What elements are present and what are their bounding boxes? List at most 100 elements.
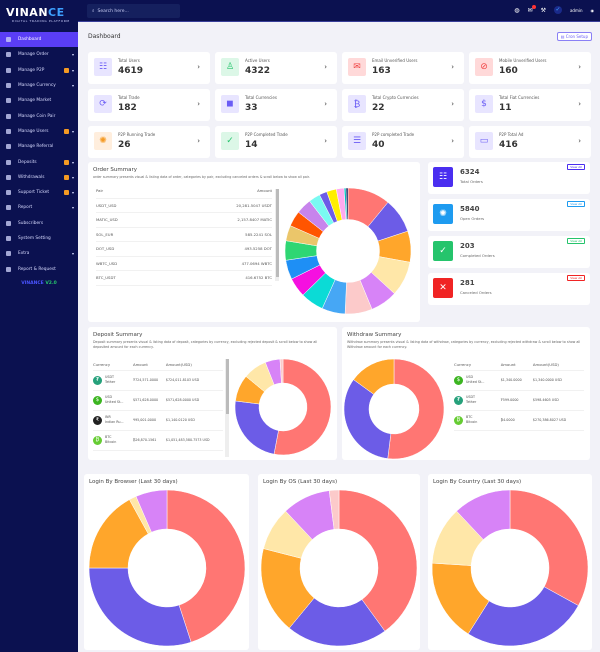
menu-icon [6,83,11,89]
sidebar-item-label: Deposits [18,159,37,165]
chevron-right-icon[interactable]: › [197,100,200,108]
spinner-icon: ✺ [433,204,453,224]
currency-name: Tether [466,400,477,404]
chevron-right-icon[interactable]: › [324,137,327,145]
sidebar-item-manage-coin-pair[interactable]: Manage Coin Pair [0,108,78,123]
order-count: 281 [460,279,475,287]
logo[interactable]: VINANCE DIGITAL TRADING PLATFORM [0,0,78,28]
stat-card[interactable]: ✉ Email Unverified Users 163 › [342,52,464,84]
page-title: Dashboard [88,33,121,40]
chevron-down-icon: ▾ [71,251,74,257]
browser-slice[interactable] [88,567,192,647]
sidebar-item-subscribers[interactable]: Subscribers [0,216,78,231]
username[interactable]: admin [569,7,583,13]
dollar-icon: $ [93,395,102,405]
os-slice[interactable] [328,489,340,530]
globe-icon[interactable]: ◍ [514,6,520,14]
amount-cell: $571,628.0000 [132,390,166,411]
sidebar-item-manage-order[interactable]: Manage Order ▾ [0,47,78,62]
browser-slice[interactable] [135,489,168,533]
chevron-right-icon[interactable]: › [324,63,327,71]
chevron-right-icon[interactable]: › [451,100,454,108]
stat-label: P2P Running Trade [118,132,156,137]
sidebar-item-report[interactable]: Report ▾ [0,200,78,215]
chevron-right-icon[interactable]: › [578,63,581,71]
amount-usd-cell: $1,140.0120 USD [165,410,223,431]
os-slice[interactable] [338,489,418,632]
sidebar-item-withdrawals[interactable]: Withdrawals ▾ [0,170,78,185]
withdraw-slice[interactable] [387,358,445,460]
chevron-right-icon[interactable]: › [578,100,581,108]
country-donut-chart [431,489,589,647]
amount-usd-cell: $724,011.8103 USD [165,370,223,391]
stat-card[interactable]: ⊘ Mobile Unverified Users 160 › [469,52,591,84]
rupee-icon: ₹ [93,415,102,425]
stat-card[interactable]: ✺ P2P Running Trade 26 › [88,126,210,158]
stat-card[interactable]: ⟳ Total Trade 182 › [88,89,210,121]
stat-value: 160 [499,66,518,76]
stat-card[interactable]: ☰ P2P completed Trade 40 › [342,126,464,158]
stat-card[interactable]: ₿ Total Crypto Currencies 22 › [342,89,464,121]
stat-card[interactable]: ◼ Total Currencies 33 › [215,89,337,121]
country-slice[interactable] [467,586,579,647]
withdraw-slice[interactable] [353,358,395,395]
stat-card[interactable]: ☷ Total Users 4619 › [88,52,210,84]
sidebar-item-manage-referral[interactable]: Manage Referral [0,139,78,154]
order-slice[interactable] [345,187,349,220]
deposit-slice[interactable] [273,358,332,456]
cron-setup-button[interactable]: ▤ Cron Setup [556,32,592,41]
envelope-icon: ✉ [348,58,366,76]
sidebar-item-deposits[interactable]: Deposits ▾ [0,154,78,169]
view-all-button[interactable]: View All [567,201,585,207]
pair-cell: MATIC_USD [96,212,163,228]
sidebar-item-system-setting[interactable]: System Setting [0,231,78,246]
stat-card[interactable]: ▭ P2P Total Ad 416 › [469,126,591,158]
sidebar-item-support-ticket[interactable]: Support Ticket ▾ [0,185,78,200]
scrollbar[interactable] [225,359,229,457]
chevron-down-icon[interactable]: ◉ [590,7,595,13]
bitcoin-icon: ₿ [348,95,366,113]
stat-label: Active Users [245,58,270,63]
sidebar-item-extra[interactable]: Extra ▾ [0,246,78,261]
stat-label: P2P completed Trade [372,132,415,137]
chevron-right-icon[interactable]: › [197,137,200,145]
view-all-button[interactable]: View All [567,275,585,281]
menu-icon [6,52,11,58]
sidebar-item-manage-users[interactable]: Manage Users ▾ [0,124,78,139]
country-slice[interactable] [509,489,589,606]
chevron-right-icon[interactable]: › [451,63,454,71]
search-input[interactable]: ⌕ Search here... [87,4,180,18]
stat-card[interactable]: ♙ Active Users 4322 › [215,52,337,84]
bell-icon[interactable]: ✉ [528,4,536,14]
wrench-icon[interactable]: ⚒ [540,6,546,14]
sidebar: VINANCE DIGITAL TRADING PLATFORM Dashboa… [0,0,78,652]
sidebar-item-manage-p2p[interactable]: Manage P2P ▾ [0,63,78,78]
table-row: ₮ USDT Tether ₮724,571.0000 $724,011.8103 US… [93,370,223,391]
stat-label: Mobile Unverified Users [499,58,547,63]
view-all-button[interactable]: View All [567,238,585,244]
stat-card[interactable]: ✓ P2P Completed Trade 14 › [215,126,337,158]
sidebar-item-dashboard[interactable]: Dashboard [0,32,78,48]
menu-icon [6,159,11,165]
deposit-table: Currency Amount Amount(USD) ₮ USDT Tether ₮724… [93,359,223,451]
browser-slice[interactable] [166,489,246,643]
stat-card[interactable]: $ Total Fiat Currencies 11 › [469,89,591,121]
chevron-right-icon[interactable]: › [578,137,581,145]
chevron-right-icon[interactable]: › [197,63,200,71]
stat-value: 4619 [118,66,144,76]
view-all-button[interactable]: View All [567,164,585,170]
deposit-slice[interactable] [279,358,284,384]
chevron-right-icon[interactable]: › [451,137,454,145]
sidebar-item-manage-currency[interactable]: Manage Currency ▾ [0,78,78,93]
avatar[interactable]: ✓ [553,6,562,14]
country-slice[interactable] [456,489,511,540]
deposit-slice[interactable] [234,400,279,455]
currency-name: United St... [105,400,124,404]
sidebar-item-manage-market[interactable]: Manage Market [0,93,78,108]
withdraw-slice[interactable] [343,379,392,459]
chevron-down-icon: ▾ [71,159,74,165]
sidebar-item-report-request[interactable]: Report & Request [0,261,78,276]
scrollbar[interactable] [275,189,279,281]
check-circle-icon: ✓ [433,241,453,261]
chevron-right-icon[interactable]: › [324,100,327,108]
